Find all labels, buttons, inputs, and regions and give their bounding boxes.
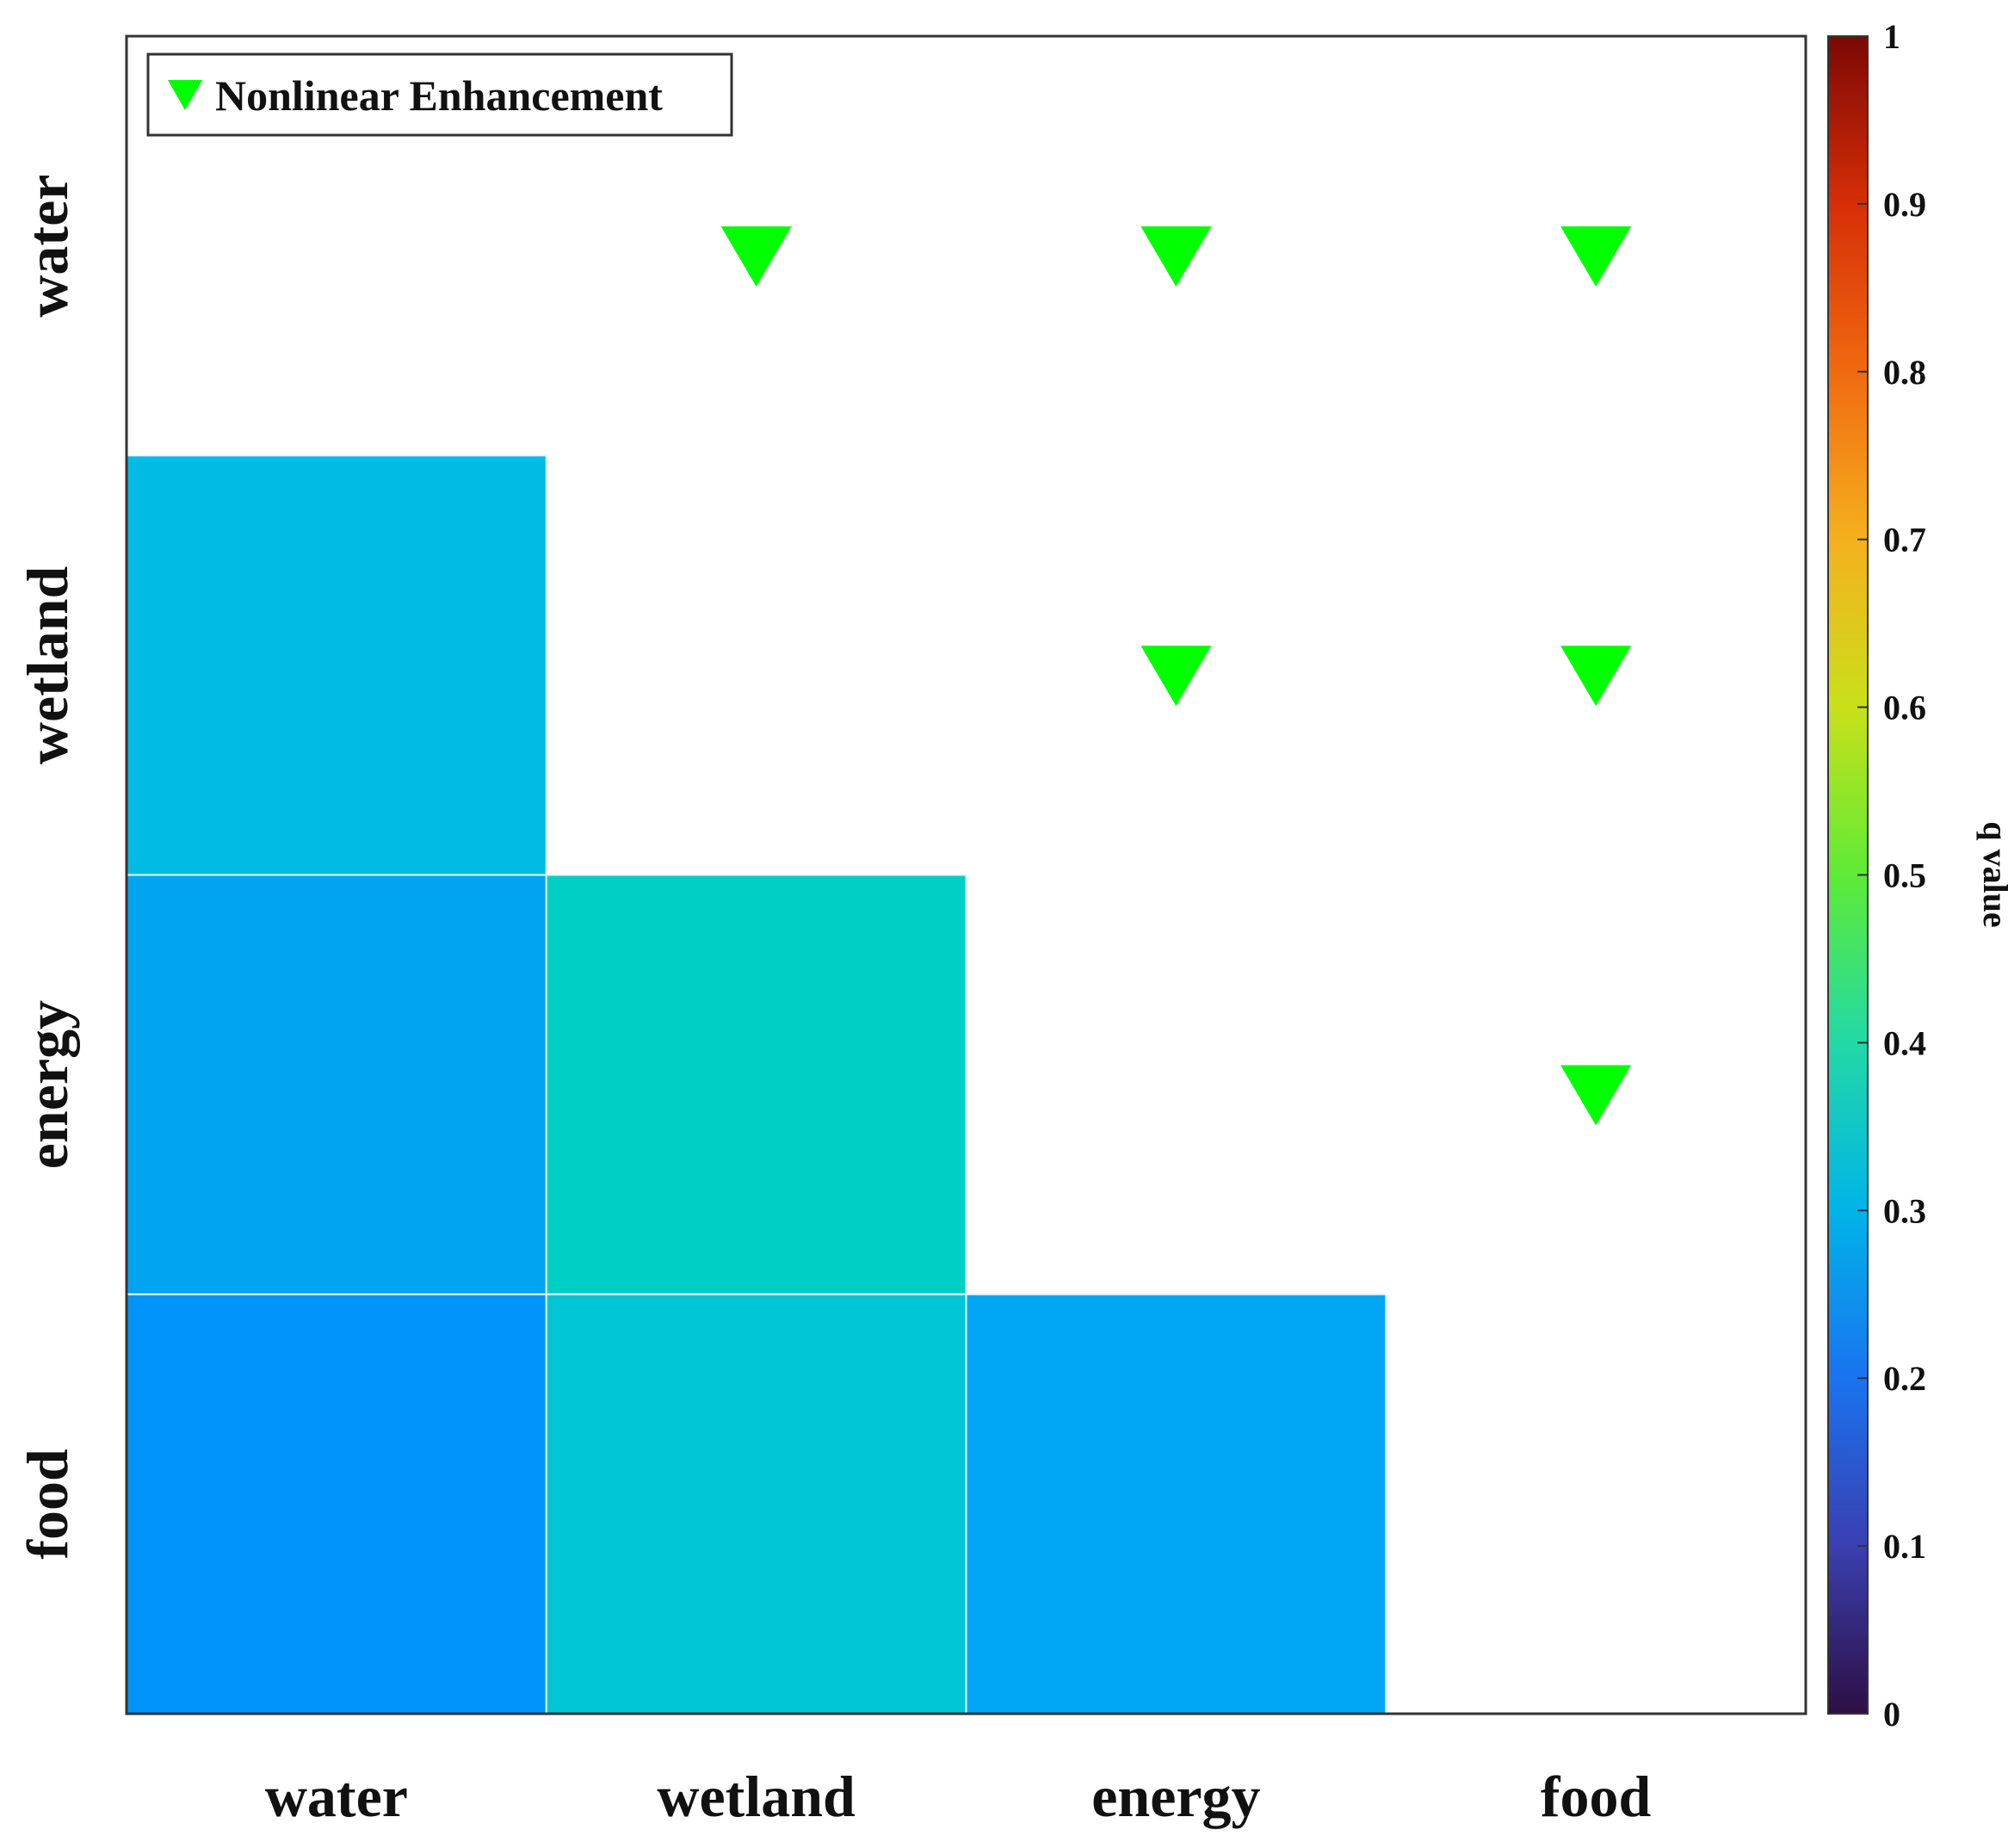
colorbar-tick-label: 0.3 [1883,1191,1926,1230]
colorbar: 0 0.1 0.2 0.3 0.4 0.5 0.6 0.7 0.8 0.9 1 q value [1827,17,2008,1734]
heatmap-cell-food-wetland [545,1293,967,1715]
colorbar-tick-label: 0.2 [1883,1359,1926,1398]
colorbar-tick-label: 0.4 [1883,1023,1926,1062]
heatmap-cell-food-energy [965,1293,1387,1715]
heatmap-cell-energy-water [126,874,547,1295]
heatmap-cell-wetland-water [126,454,547,876]
marker-water-energy [1140,226,1212,287]
marker-wetland-energy [1140,646,1212,707]
marker-water-wetland [720,226,792,287]
marker-wetland-food [1560,646,1632,707]
colorbar-tick-label: 0.1 [1883,1527,1926,1566]
y-tick-label-energy: energy [15,1000,80,1169]
colorbar-tick-label: 0.6 [1883,689,1926,727]
marker-energy-food [1560,1065,1632,1126]
y-tick-label-wetland: wetland [15,566,80,764]
legend: Nonlinear Enhancement [146,53,733,137]
colorbar-tick-label: 0.8 [1883,353,1926,392]
legend-triangle-down-icon [168,80,202,110]
marker-water-food [1560,226,1632,287]
x-tick-label-water: water [265,1764,408,1829]
colorbar-tick-label: 0.7 [1883,521,1926,559]
x-tick-label-energy: energy [1091,1764,1260,1829]
heatmap-cell-food-water [126,1293,547,1715]
legend-label: Nonlinear Enhancement [215,71,663,120]
colorbar-tick-label: 0.9 [1883,185,1926,224]
x-tick-label-wetland: wetland [657,1764,856,1829]
y-tick-label-food: food [15,1449,80,1560]
y-tick-label-water: water [15,175,80,318]
colorbar-tick-label: 0 [1883,1695,1900,1734]
colorbar-label: q value [1976,821,2008,927]
legend-box [146,53,733,137]
colorbar-tick-label: 0.5 [1883,856,1926,895]
plot-frame [125,34,1807,1715]
heatmap-cell-energy-wetland [545,874,967,1295]
colorbar-tick-label: 1 [1883,17,1900,56]
x-tick-label-food: food [1541,1764,1652,1829]
